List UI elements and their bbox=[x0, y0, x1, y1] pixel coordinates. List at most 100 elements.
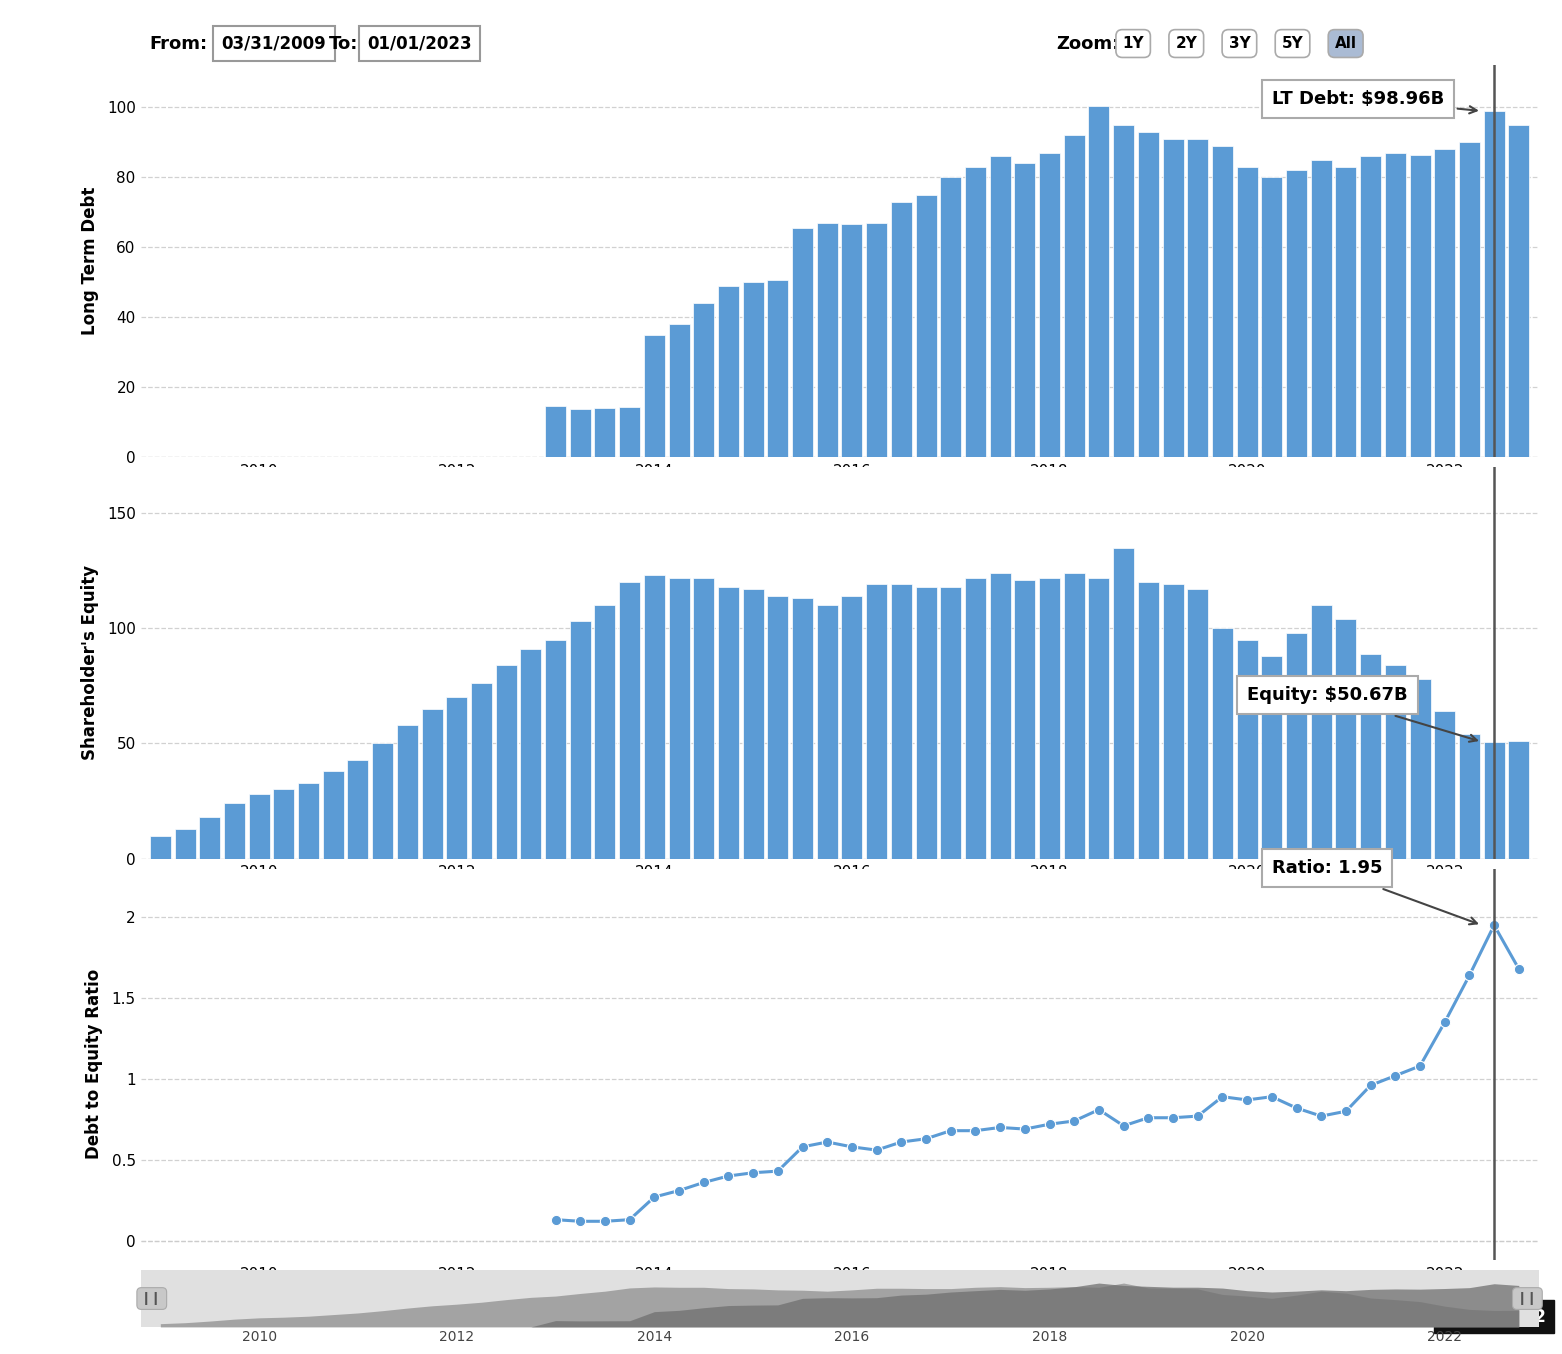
Point bbox=[617, 1209, 642, 1231]
Y-axis label: Shareholder's Equity: Shareholder's Equity bbox=[81, 565, 98, 761]
Y-axis label: Long Term Debt: Long Term Debt bbox=[81, 187, 98, 336]
Bar bbox=[1137, 582, 1159, 858]
Bar bbox=[595, 408, 615, 456]
Bar bbox=[175, 829, 195, 858]
Bar bbox=[1039, 578, 1061, 858]
Bar bbox=[495, 665, 517, 858]
Point bbox=[1111, 1114, 1136, 1136]
Bar bbox=[669, 578, 689, 858]
Text: All: All bbox=[1334, 37, 1357, 51]
Bar bbox=[644, 575, 665, 858]
Bar bbox=[1114, 125, 1134, 456]
Bar bbox=[719, 286, 739, 456]
Point bbox=[839, 1136, 864, 1158]
Bar bbox=[965, 167, 986, 456]
Bar bbox=[915, 586, 937, 858]
Point bbox=[1259, 1086, 1284, 1108]
Bar bbox=[865, 585, 887, 858]
Point bbox=[1211, 1086, 1236, 1108]
Text: Zoom:: Zoom: bbox=[1056, 35, 1120, 53]
Bar bbox=[1509, 741, 1529, 858]
Bar bbox=[1237, 167, 1257, 456]
Point bbox=[667, 1179, 692, 1201]
Text: 2Y: 2Y bbox=[1175, 37, 1196, 51]
Bar bbox=[965, 578, 986, 858]
Point bbox=[790, 1136, 815, 1158]
Point bbox=[939, 1120, 964, 1141]
Bar bbox=[1311, 605, 1332, 858]
Point bbox=[914, 1128, 939, 1150]
Text: 01/01/2023: 01/01/2023 bbox=[367, 35, 472, 53]
Text: From:: From: bbox=[148, 35, 208, 53]
Point bbox=[1506, 959, 1531, 980]
Bar bbox=[1064, 135, 1084, 456]
Bar bbox=[890, 585, 912, 858]
Point bbox=[1012, 1118, 1037, 1140]
Point bbox=[1161, 1108, 1186, 1129]
Bar bbox=[990, 156, 1011, 456]
Bar bbox=[1089, 578, 1109, 858]
Bar bbox=[1434, 149, 1456, 456]
Bar bbox=[792, 227, 814, 456]
Bar bbox=[1311, 160, 1332, 456]
Point bbox=[1062, 1110, 1087, 1132]
Bar bbox=[1484, 111, 1504, 456]
Point bbox=[1334, 1101, 1359, 1122]
Point bbox=[765, 1160, 790, 1182]
Bar bbox=[545, 406, 565, 456]
Bar bbox=[842, 225, 862, 456]
Bar bbox=[397, 724, 417, 858]
Text: ❙❙: ❙❙ bbox=[1517, 1292, 1539, 1305]
Bar bbox=[767, 596, 789, 858]
Bar bbox=[1434, 711, 1456, 858]
Bar bbox=[1336, 167, 1356, 456]
Bar bbox=[940, 177, 961, 456]
Bar bbox=[1237, 639, 1257, 858]
Bar bbox=[1039, 153, 1061, 456]
Bar bbox=[150, 835, 170, 858]
Bar bbox=[915, 195, 937, 456]
Text: To:: To: bbox=[330, 35, 359, 53]
Bar bbox=[1409, 154, 1431, 456]
Bar bbox=[644, 334, 665, 456]
Bar bbox=[890, 202, 912, 456]
Bar bbox=[1014, 580, 1036, 858]
Bar bbox=[1409, 678, 1431, 858]
Point bbox=[962, 1120, 987, 1141]
Bar bbox=[1484, 742, 1504, 858]
Bar bbox=[1114, 547, 1134, 858]
Bar bbox=[817, 605, 837, 858]
Bar bbox=[1385, 665, 1406, 858]
Bar bbox=[323, 770, 344, 858]
Point bbox=[1457, 964, 1482, 986]
Point bbox=[567, 1210, 592, 1232]
Bar bbox=[694, 578, 714, 858]
Bar bbox=[1212, 628, 1232, 858]
Text: 09/30/2022: 09/30/2022 bbox=[1442, 1307, 1546, 1326]
Bar bbox=[694, 303, 714, 456]
Point bbox=[1482, 914, 1507, 936]
Point bbox=[1309, 1105, 1334, 1127]
Bar bbox=[619, 408, 640, 456]
Bar bbox=[742, 589, 764, 858]
Bar bbox=[817, 222, 837, 456]
Bar bbox=[447, 697, 467, 858]
Bar bbox=[940, 586, 961, 858]
Bar bbox=[1286, 171, 1307, 456]
Bar bbox=[792, 598, 814, 858]
Bar bbox=[298, 783, 319, 858]
Bar bbox=[1162, 139, 1184, 456]
Point bbox=[544, 1209, 569, 1231]
Bar bbox=[422, 709, 442, 858]
Bar bbox=[520, 649, 542, 858]
Point bbox=[1407, 1055, 1432, 1076]
Bar bbox=[1262, 177, 1282, 456]
Bar bbox=[570, 409, 590, 456]
Bar bbox=[669, 324, 689, 456]
Text: ❙❙: ❙❙ bbox=[141, 1292, 162, 1305]
Bar bbox=[545, 639, 565, 858]
Bar bbox=[1162, 585, 1184, 858]
Point bbox=[1357, 1075, 1382, 1097]
Bar bbox=[1212, 146, 1232, 456]
Point bbox=[1284, 1097, 1309, 1118]
